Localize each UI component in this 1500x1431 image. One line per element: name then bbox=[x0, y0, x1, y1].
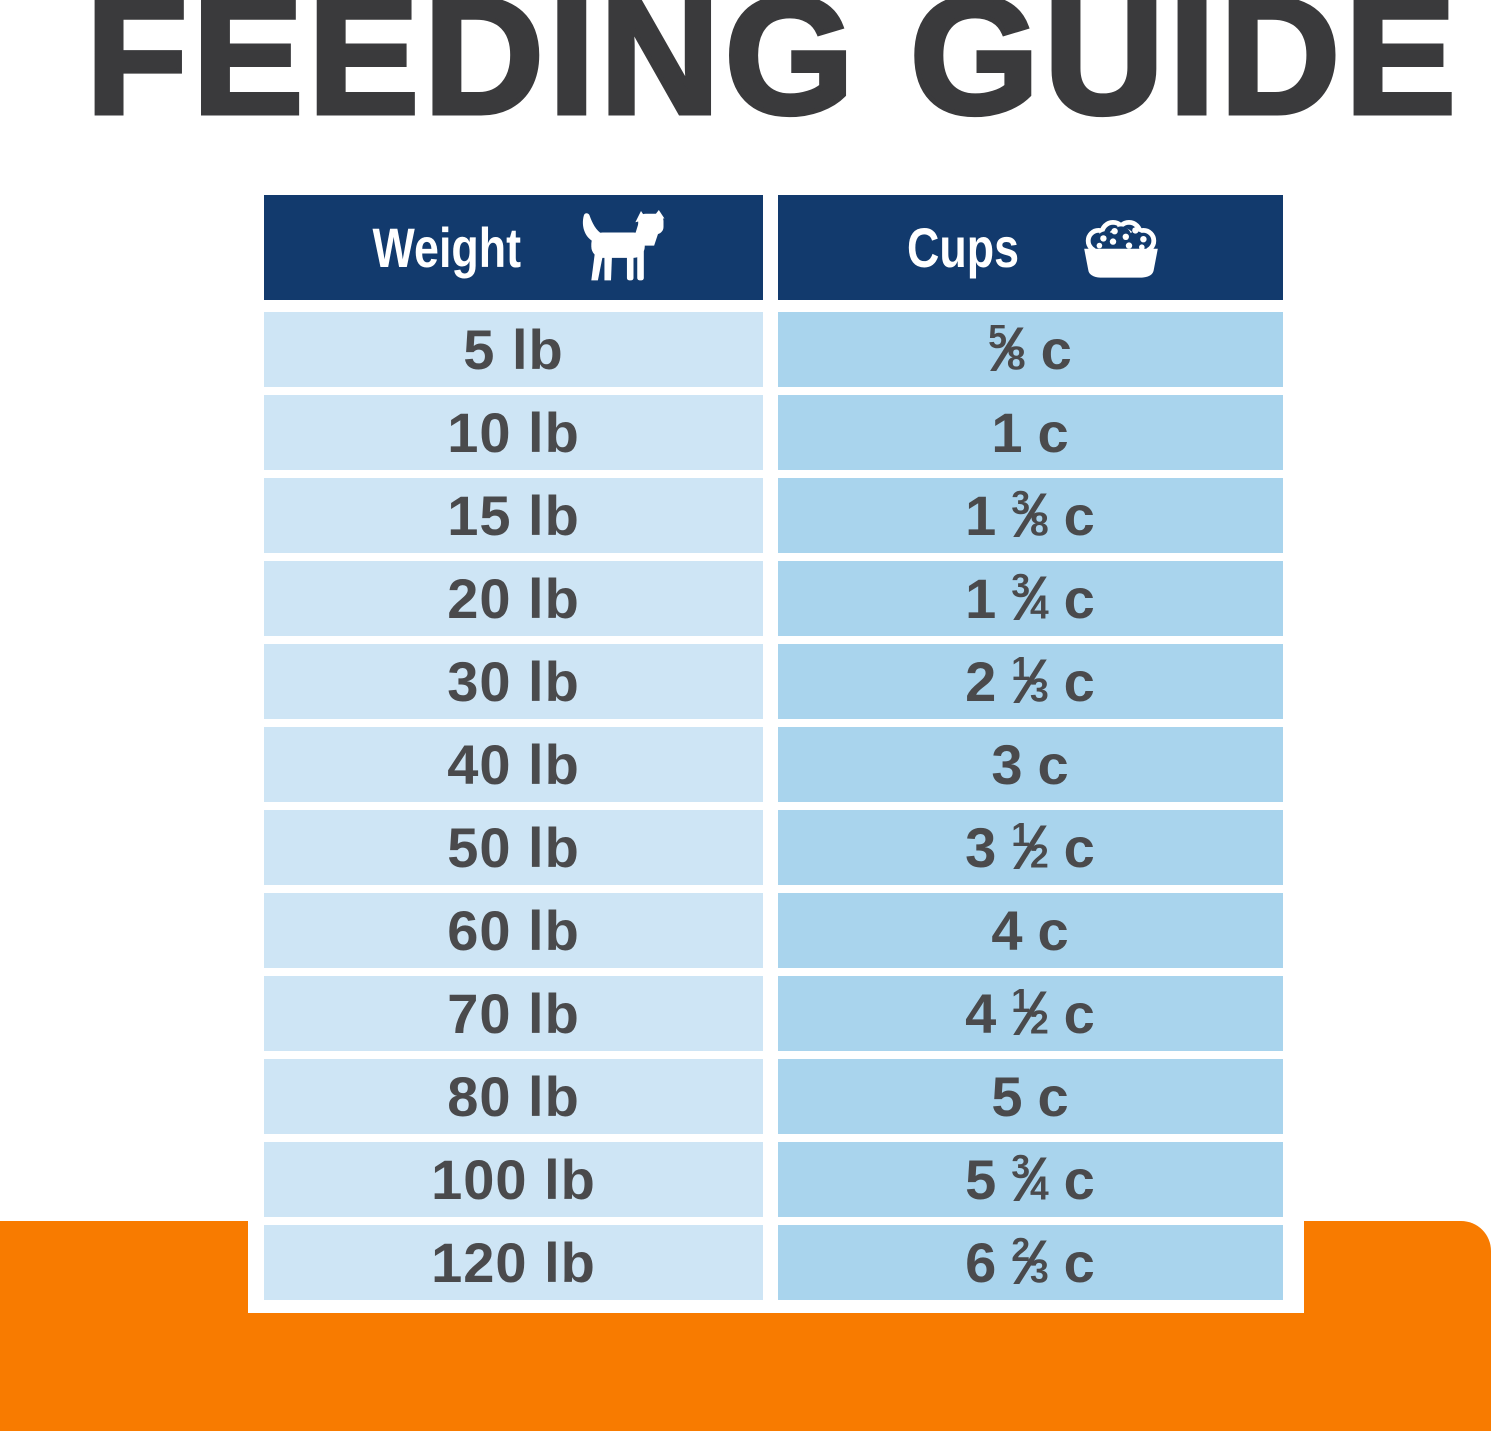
cups-fraction: 5 ⁄ 8 bbox=[988, 314, 1027, 385]
cups-cell: 2 1 ⁄ 3 c bbox=[778, 644, 1283, 719]
cups-fraction: 1 ⁄ 2 bbox=[1011, 812, 1050, 883]
weight-cell: 15 lb bbox=[264, 478, 763, 553]
cups-unit: c bbox=[1037, 1065, 1070, 1128]
table-header-row: Weight bbox=[264, 195, 1283, 300]
weight-cell: 5 lb bbox=[264, 312, 763, 387]
weight-cell: 100 lb bbox=[264, 1142, 763, 1217]
cups-column-header: Cups bbox=[778, 195, 1283, 300]
cups-fraction: 1 ⁄ 2 bbox=[1011, 978, 1050, 1049]
cups-whole: 4 bbox=[991, 899, 1024, 962]
cups-whole: 3 bbox=[965, 816, 998, 879]
cups-unit: c bbox=[1063, 484, 1096, 547]
weight-cell: 50 lb bbox=[264, 810, 763, 885]
cups-whole: 5 bbox=[965, 1148, 998, 1211]
cups-cell: 3 1 ⁄ 2 c bbox=[778, 810, 1283, 885]
weight-cell: 10 lb bbox=[264, 395, 763, 470]
cups-unit: c bbox=[1037, 733, 1070, 796]
cups-whole: 1 bbox=[965, 484, 998, 547]
cups-unit: c bbox=[1063, 567, 1096, 630]
cups-whole: 1 bbox=[965, 567, 998, 630]
cups-fraction: 1 ⁄ 3 bbox=[1011, 646, 1050, 717]
cups-whole: 6 bbox=[965, 1231, 998, 1294]
cups-unit: c bbox=[1063, 1231, 1096, 1294]
cups-unit: c bbox=[1040, 318, 1073, 381]
cups-cell: 1 3 ⁄ 8 c bbox=[778, 478, 1283, 553]
dog-icon bbox=[579, 210, 673, 285]
cups-whole: 4 bbox=[965, 982, 998, 1045]
cups-whole: 2 bbox=[965, 650, 998, 713]
weight-cell: 120 lb bbox=[264, 1225, 763, 1300]
cups-cell: 5 ⁄ 8 c bbox=[778, 312, 1283, 387]
cups-header-label: Cups bbox=[906, 216, 1019, 279]
weight-header-label: Weight bbox=[372, 216, 521, 279]
cups-fraction: 3 ⁄ 8 bbox=[1011, 480, 1050, 551]
kibble-bowl-icon bbox=[1073, 212, 1169, 284]
cups-whole: 3 bbox=[991, 733, 1024, 796]
feeding-table: Weight bbox=[264, 195, 1283, 1300]
cups-unit: c bbox=[1037, 899, 1070, 962]
page-title: FEEDING GUIDE bbox=[84, 0, 1461, 149]
table-body: 5 lb 5 ⁄ 8 c 10 lb 1 c 15 lb 1 3 ⁄ 8 c 20 lb 1 3 ⁄ 4 c 30 lb… bbox=[264, 312, 1283, 1300]
cups-cell: 5 3 ⁄ 4 c bbox=[778, 1142, 1283, 1217]
table-card: Weight bbox=[248, 170, 1304, 1313]
cups-fraction: 2 ⁄ 3 bbox=[1011, 1227, 1050, 1298]
weight-cell: 70 lb bbox=[264, 976, 763, 1051]
cups-cell: 6 2 ⁄ 3 c bbox=[778, 1225, 1283, 1300]
weight-cell: 60 lb bbox=[264, 893, 763, 968]
cups-unit: c bbox=[1037, 401, 1070, 464]
cups-unit: c bbox=[1063, 1148, 1096, 1211]
weight-cell: 20 lb bbox=[264, 561, 763, 636]
weight-cell: 40 lb bbox=[264, 727, 763, 802]
cups-unit: c bbox=[1063, 650, 1096, 713]
weight-cell: 80 lb bbox=[264, 1059, 763, 1134]
cups-unit: c bbox=[1063, 982, 1096, 1045]
cups-whole: 1 bbox=[991, 401, 1024, 464]
weight-column-header: Weight bbox=[264, 195, 763, 300]
cups-unit: c bbox=[1063, 816, 1096, 879]
cups-cell: 4 1 ⁄ 2 c bbox=[778, 976, 1283, 1051]
cups-fraction: 3 ⁄ 4 bbox=[1011, 1144, 1050, 1215]
cups-cell: 1 3 ⁄ 4 c bbox=[778, 561, 1283, 636]
cups-fraction: 3 ⁄ 4 bbox=[1011, 563, 1050, 634]
weight-cell: 30 lb bbox=[264, 644, 763, 719]
cups-whole: 5 bbox=[991, 1065, 1024, 1128]
